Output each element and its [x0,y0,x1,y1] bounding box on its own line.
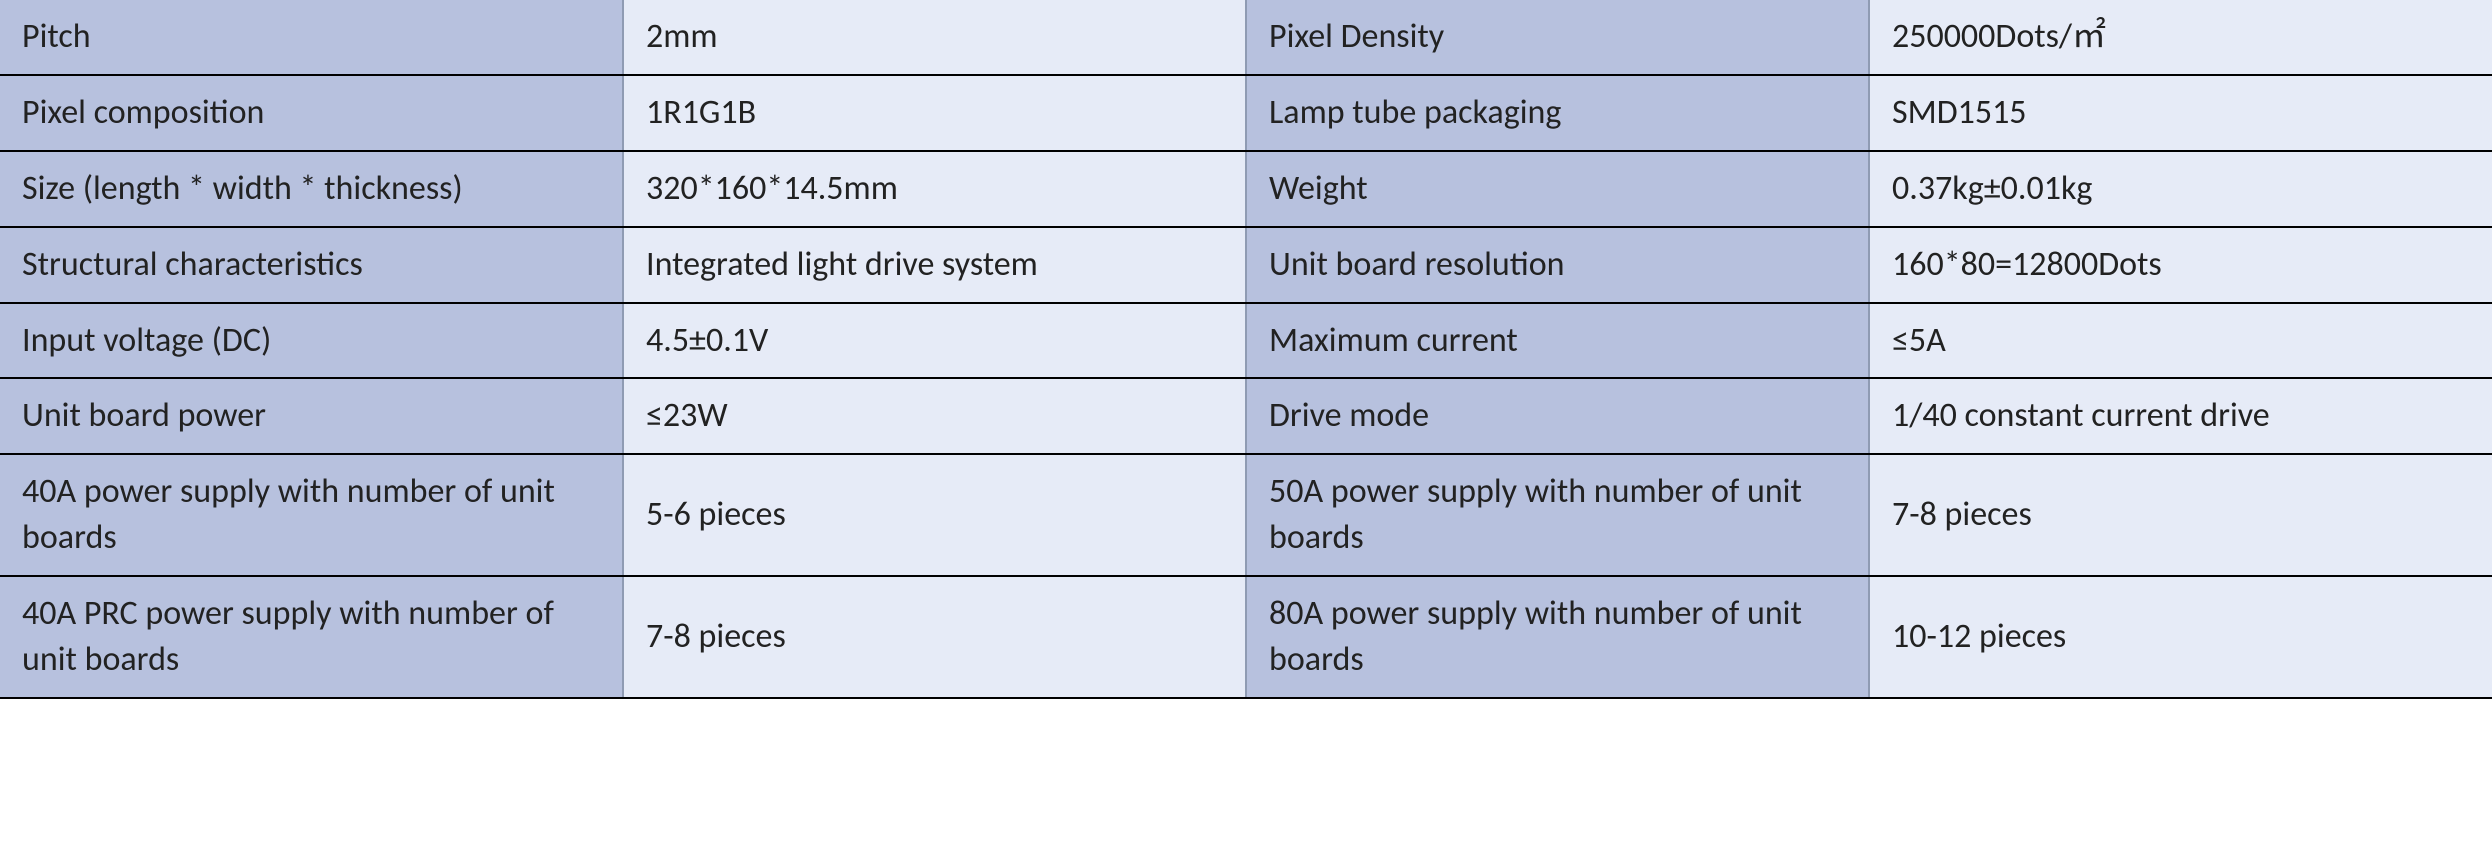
spec-table: Pitch 2mm Pixel Density 250000Dots/㎡ Pix… [0,0,2492,699]
param-label: 80A power supply with number of unit boa… [1246,576,1869,698]
table-row: 40A PRC power supply with number of unit… [0,576,2492,698]
param-label: 40A PRC power supply with number of unit… [0,576,623,698]
param-label: Weight [1246,151,1869,227]
param-value: 1/40 constant current drive [1869,378,2492,454]
param-value: 5-6 pieces [623,454,1246,576]
param-label: Pixel composition [0,75,623,151]
spec-table-body: Pitch 2mm Pixel Density 250000Dots/㎡ Pix… [0,0,2492,698]
param-value: ≤5A [1869,303,2492,379]
table-row: Structural characteristics Integrated li… [0,227,2492,303]
param-label: Input voltage (DC) [0,303,623,379]
param-label: Unit board resolution [1246,227,1869,303]
param-value: 7-8 pieces [623,576,1246,698]
param-value: 160*80=12800Dots [1869,227,2492,303]
param-value: 4.5±0.1V [623,303,1246,379]
param-label: Pixel Density [1246,0,1869,75]
table-row: Input voltage (DC) 4.5±0.1V Maximum curr… [0,303,2492,379]
param-label: Unit board power [0,378,623,454]
param-label: Maximum current [1246,303,1869,379]
param-label: 40A power supply with number of unit boa… [0,454,623,576]
param-value: 0.37kg±0.01kg [1869,151,2492,227]
param-value: 2mm [623,0,1246,75]
param-label: Lamp tube packaging [1246,75,1869,151]
table-row: 40A power supply with number of unit boa… [0,454,2492,576]
table-row: Pixel composition 1R1G1B Lamp tube packa… [0,75,2492,151]
table-row: Size (length * width * thickness) 320*16… [0,151,2492,227]
param-value: 320*160*14.5mm [623,151,1246,227]
param-value: ≤23W [623,378,1246,454]
param-label: Pitch [0,0,623,75]
table-row: Pitch 2mm Pixel Density 250000Dots/㎡ [0,0,2492,75]
param-value: SMD1515 [1869,75,2492,151]
param-value: 10-12 pieces [1869,576,2492,698]
param-value: 7-8 pieces [1869,454,2492,576]
param-label: Structural characteristics [0,227,623,303]
param-value: 250000Dots/㎡ [1869,0,2492,75]
param-value: Integrated light drive system [623,227,1246,303]
param-label: 50A power supply with number of unit boa… [1246,454,1869,576]
table-row: Unit board power ≤23W Drive mode 1/40 co… [0,378,2492,454]
param-label: Size (length * width * thickness) [0,151,623,227]
param-value: 1R1G1B [623,75,1246,151]
param-label: Drive mode [1246,378,1869,454]
